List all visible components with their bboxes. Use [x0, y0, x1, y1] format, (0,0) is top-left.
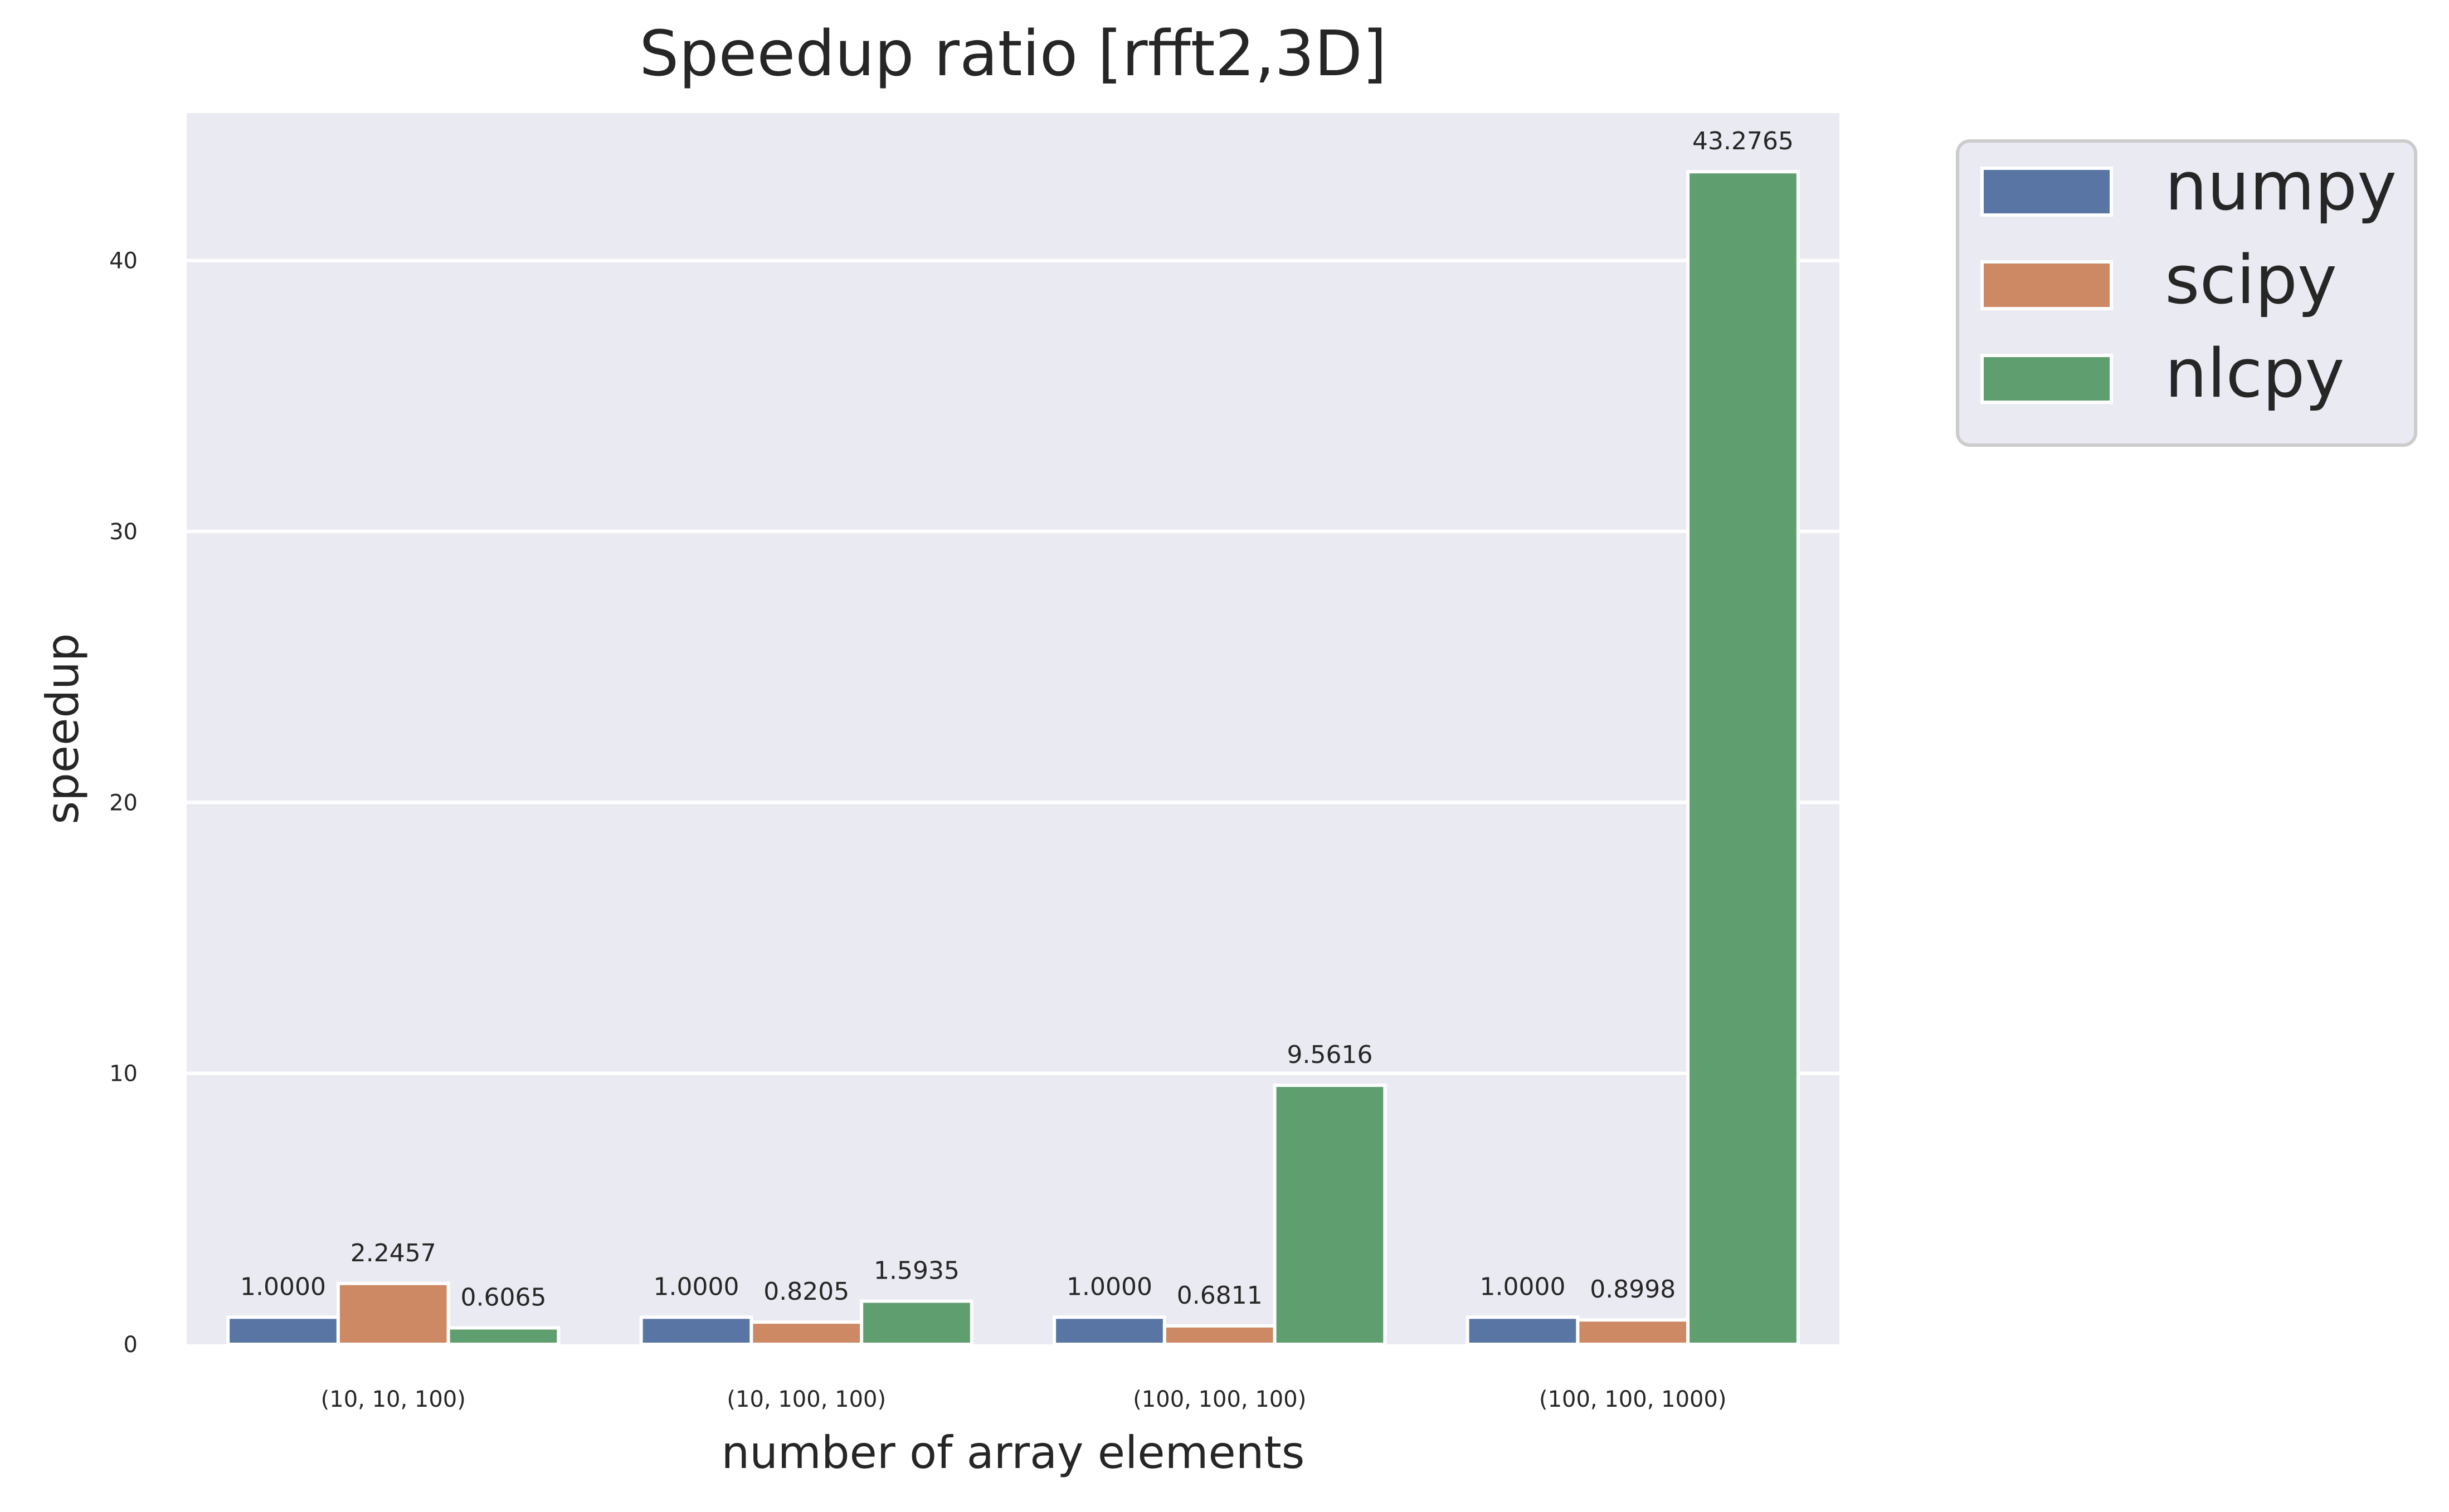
data-label: 0.8205 — [763, 1277, 849, 1306]
x-tick-label: (10, 100, 100) — [727, 1387, 886, 1412]
bar-scipy — [336, 1281, 450, 1346]
bar-numpy — [1053, 1315, 1166, 1347]
grid-lines — [187, 258, 1839, 1075]
bar-scipy — [1162, 1324, 1277, 1346]
bar-numpy — [226, 1315, 340, 1347]
data-label: 1.0000 — [240, 1272, 326, 1301]
data-label: 9.5616 — [1287, 1041, 1372, 1069]
y-tick-label: 20 — [109, 790, 138, 816]
legend-label-nlcpy: nlcpy — [2165, 335, 2345, 413]
data-label: 1.0000 — [1067, 1272, 1152, 1301]
data-label: 2.2457 — [350, 1239, 436, 1267]
legend-swatch-numpy — [1980, 167, 2113, 217]
data-label: 1.0000 — [654, 1272, 739, 1301]
plot-area — [187, 113, 1839, 1344]
bar-nlcpy — [446, 1326, 561, 1346]
legend-label-numpy: numpy — [2165, 148, 2397, 226]
y-axis-label: speedup — [37, 633, 89, 824]
data-label: 1.0000 — [1480, 1272, 1566, 1301]
y-tick-label: 40 — [109, 248, 138, 274]
x-tick-label: (100, 100, 100) — [1133, 1387, 1306, 1412]
x-axis-label: number of array elements — [722, 1427, 1305, 1479]
bar-nlcpy — [860, 1299, 973, 1347]
data-labels: 1.0000 2.2457 0.6065 1.0000 0.8205 1.5935 1.00… — [240, 127, 1794, 1311]
x-tick-label: (100, 100, 1000) — [1539, 1387, 1727, 1412]
data-label: 0.8998 — [1590, 1275, 1676, 1304]
legend-swatch-nlcpy — [1980, 354, 2113, 404]
y-tick-labels: 0 10 20 30 40 — [109, 248, 138, 1358]
bars — [226, 170, 1800, 1347]
bar-numpy — [639, 1315, 753, 1347]
data-label: 0.6065 — [460, 1284, 546, 1312]
data-label: 1.5935 — [874, 1256, 960, 1285]
x-tick-label: (10, 10, 100) — [321, 1387, 466, 1412]
y-tick-label: 10 — [109, 1061, 138, 1087]
x-tick-labels: (10, 10, 100) (10, 100, 100) (100, 100, 10… — [321, 1387, 1727, 1412]
data-label: 43.2765 — [1692, 127, 1794, 155]
bar-nlcpy — [1273, 1083, 1387, 1346]
bar-scipy — [749, 1320, 864, 1346]
data-label: 0.6811 — [1177, 1281, 1263, 1310]
legend-label-scipy: scipy — [2165, 242, 2337, 319]
bar-scipy — [1576, 1318, 1690, 1347]
legend-swatch-scipy — [1980, 260, 2113, 310]
bar-nlcpy — [1686, 170, 1800, 1346]
y-tick-label: 0 — [124, 1332, 138, 1358]
bar-numpy — [1465, 1315, 1580, 1347]
legend: numpy scipy nlcpy — [1956, 139, 2417, 447]
chart-title: Speedup ratio [rfft2,3D] — [639, 18, 1386, 90]
y-tick-label: 30 — [109, 519, 138, 545]
